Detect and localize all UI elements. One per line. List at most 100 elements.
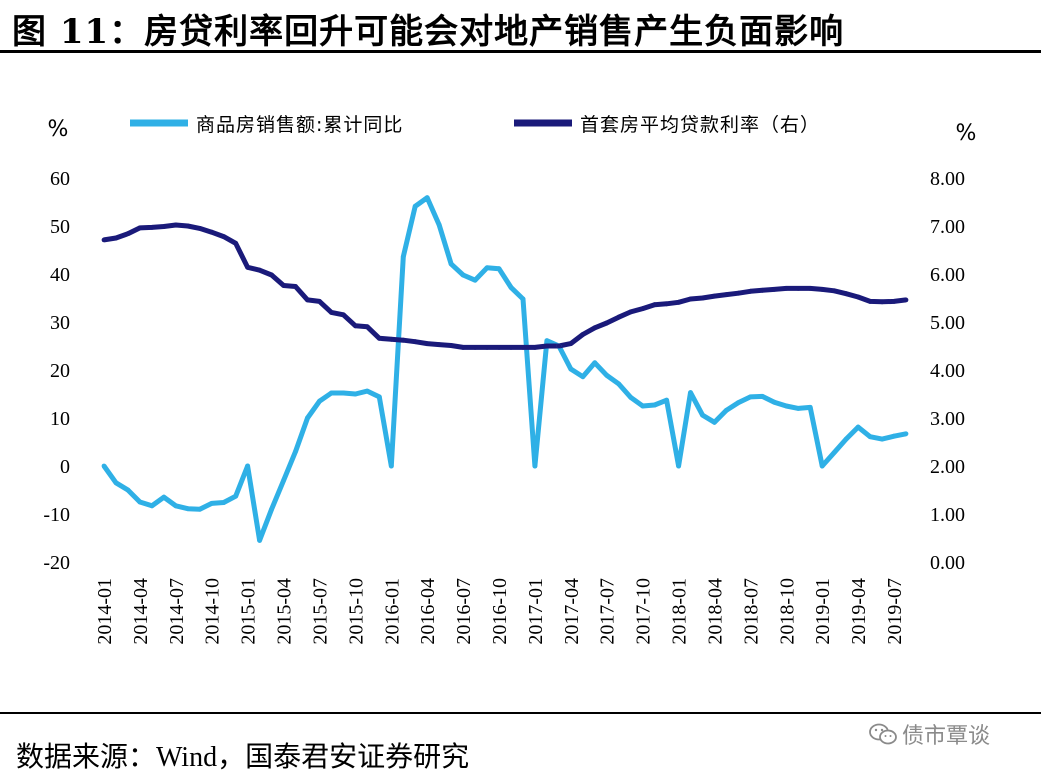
rate-data-point: [364, 324, 370, 330]
sales-data-point: [317, 398, 322, 404]
rate-data-point: [209, 229, 215, 235]
rate-data-point: [329, 310, 334, 315]
x-tick-label: 2017-04: [561, 578, 583, 645]
sales-data-point: [867, 434, 873, 440]
x-tick-label: 2014-07: [166, 578, 188, 645]
rate-data-point: [197, 226, 203, 231]
rate-data-point: [341, 312, 346, 318]
sales-data-point: [137, 499, 143, 505]
rate-data-point: [472, 345, 478, 350]
left-tick-label: -20: [43, 552, 70, 574]
sales-data-point: [664, 397, 669, 403]
sales-data-point: [149, 503, 155, 509]
rate-data-point: [412, 339, 418, 345]
x-tick-label: 2015-04: [274, 578, 296, 645]
x-tick-label: 2016-01: [381, 578, 403, 645]
sales-data-point: [676, 463, 681, 469]
line-chart: 商品房销售额:累计同比 首套房平均贷款利率（右） % % 60504030201…: [43, 114, 976, 645]
right-tick-label: 8.00: [930, 168, 965, 190]
left-tick-label: 0: [60, 456, 70, 478]
x-tick-label: 2016-10: [489, 578, 511, 645]
sales-data-point: [592, 360, 598, 366]
rate-data-point: [400, 337, 406, 343]
rate-data-point: [700, 295, 705, 301]
rate-data-point: [843, 291, 849, 297]
left-tick-label: -10: [43, 504, 70, 526]
x-tick-label: 2016-04: [417, 578, 439, 645]
right-tick-label: 4.00: [930, 360, 965, 382]
series-points-rate: [101, 222, 909, 350]
left-tick-label: 20: [50, 360, 70, 382]
sales-data-point: [604, 372, 610, 378]
left-axis-ticks: 60 50 40 30 20 10 0 -10 -20: [43, 168, 70, 574]
title-rule: [0, 50, 1041, 53]
sales-data-point: [221, 500, 227, 505]
rate-data-point: [580, 332, 586, 337]
rate-data-point: [185, 223, 191, 229]
rate-data-point: [293, 284, 298, 289]
x-tick-label: 2014-04: [130, 578, 152, 645]
sales-data-point: [233, 493, 239, 499]
left-tick-label: 40: [50, 264, 70, 286]
rate-data-point: [676, 299, 681, 305]
sales-data-point: [305, 415, 310, 421]
sales-data-point: [484, 265, 490, 271]
wechat-icon: [869, 723, 897, 745]
sales-data-point: [640, 403, 646, 409]
rate-data-point: [855, 294, 861, 300]
rate-data-point: [269, 272, 274, 278]
sales-data-point: [903, 431, 909, 437]
sales-data-point: [532, 463, 538, 469]
left-tick-label: 10: [50, 408, 70, 430]
rate-data-point: [233, 240, 239, 246]
rate-data-point: [652, 302, 657, 308]
sales-data-point: [460, 272, 466, 278]
rate-data-point: [353, 323, 358, 329]
left-tick-label: 50: [50, 216, 70, 238]
sales-data-point: [245, 463, 251, 469]
sales-data-point: [424, 195, 430, 201]
legend-label-sales: 商品房销售额:累计同比: [196, 114, 403, 136]
rate-data-point: [101, 237, 107, 243]
rate-data-point: [903, 297, 909, 303]
rate-data-point: [771, 287, 777, 292]
sales-data-point: [616, 381, 622, 387]
right-tick-label: 2.00: [930, 456, 965, 478]
x-tick-label: 2015-10: [345, 578, 367, 645]
rate-data-point: [221, 234, 227, 240]
rate-data-point: [604, 320, 610, 326]
right-axis-ticks: 8.00 7.00 6.00 5.00 4.00 3.00 2.00 1.00 0.00: [930, 168, 965, 574]
rate-data-point: [783, 286, 789, 291]
left-tick-label: 60: [50, 168, 70, 190]
rate-data-point: [520, 345, 526, 350]
sales-data-point: [496, 266, 502, 272]
rate-data-point: [592, 325, 598, 331]
x-tick-label: 2017-01: [525, 578, 547, 645]
rate-data-point: [305, 297, 310, 303]
rate-data-point: [819, 287, 825, 292]
sales-data-point: [173, 503, 179, 509]
sales-data-point: [364, 388, 370, 394]
x-axis-ticks: 2014-01 2014-04 2014-07 2014-10 2015-01 2015-…: [94, 578, 906, 645]
sales-data-point: [257, 538, 262, 543]
right-tick-label: 0.00: [930, 552, 965, 574]
rate-data-point: [795, 286, 801, 291]
data-source: 数据来源：Wind，国泰君安证券研究: [16, 742, 470, 773]
sales-data-point: [209, 501, 215, 506]
sales-data-point: [795, 406, 801, 411]
rate-data-point: [508, 345, 514, 350]
sales-data-point: [544, 338, 550, 344]
rate-data-point: [173, 222, 179, 228]
watermark-text: 债市覃谈: [902, 724, 991, 749]
rate-data-point: [460, 345, 466, 350]
sales-data-point: [748, 394, 753, 400]
sales-data-point: [101, 463, 107, 469]
rate-data-point: [125, 231, 131, 237]
rate-data-point: [424, 341, 430, 346]
x-tick-label: 2018-04: [704, 578, 726, 645]
x-tick-label: 2017-07: [597, 578, 619, 645]
rate-data-point: [448, 343, 454, 348]
legend-label-rate: 首套房平均贷款利率（右）: [580, 114, 820, 136]
sales-data-point: [448, 261, 454, 267]
sales-data-point: [783, 403, 789, 409]
